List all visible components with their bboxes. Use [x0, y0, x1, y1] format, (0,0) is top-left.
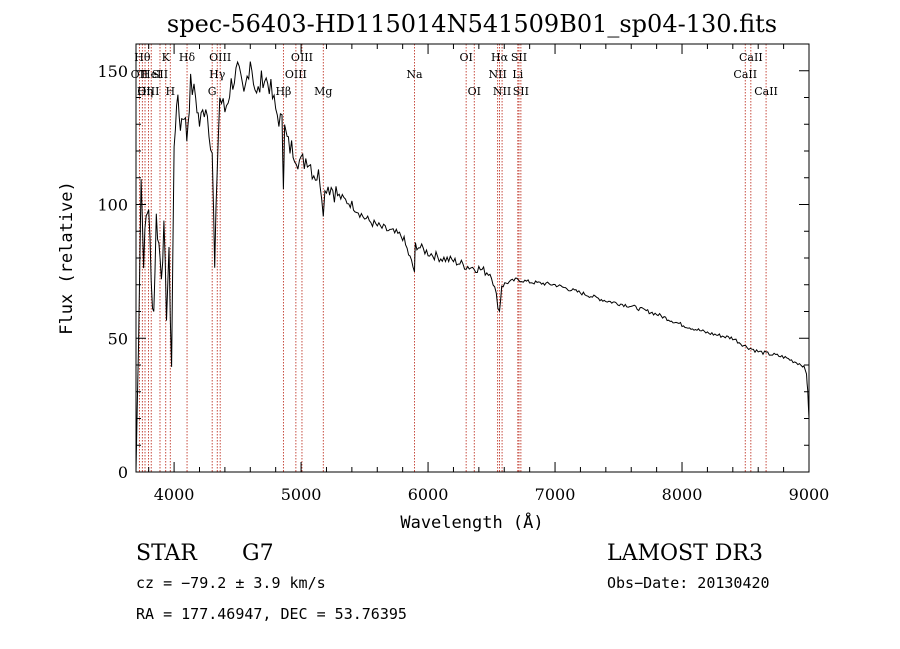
object-type: STAR [136, 541, 198, 566]
line-label-11: OIII [209, 51, 231, 64]
line-label-17: OI [459, 51, 472, 64]
line-label-20: Hα [491, 51, 509, 64]
line-label-21: NII [493, 85, 511, 98]
line-label-4: HeI [141, 68, 161, 81]
y-axis-label: Flux (relative) [57, 181, 77, 335]
line-label-9: G [208, 85, 217, 98]
redshift-velocity: cz = −79.2 ± 3.9 km/s [136, 574, 326, 592]
line-label-10: Hγ [209, 68, 226, 81]
line-label-2: Hη [137, 85, 153, 98]
y-tick-label-0: 0 [118, 463, 128, 482]
line-label-7: H [165, 85, 175, 98]
survey-name: LAMOST DR3 [607, 541, 763, 566]
x-tick-label-5: 9000 [789, 485, 830, 504]
line-label-15: Mg [314, 85, 332, 98]
line-label-22: Li [512, 68, 523, 81]
y-tick-label-2: 100 [97, 196, 128, 215]
line-label-23: SII [511, 51, 527, 64]
y-tick-label-3: 150 [97, 62, 128, 81]
line-label-1: Hθ [134, 51, 151, 64]
line-label-27: CaII [754, 85, 778, 98]
x-tick-label-0: 4000 [154, 485, 195, 504]
observation-date: Obs−Date: 20130420 [607, 574, 770, 592]
line-label-5: SII [152, 68, 168, 81]
plot-frame [135, 43, 810, 473]
chart-title: spec-56403-HD115014N541509B01_sp04-130.f… [167, 10, 777, 38]
line-label-8: Hδ [179, 51, 196, 64]
y-axis-ticks: 0 50 100 150 [97, 62, 809, 482]
object-subclass: G7 [242, 541, 274, 566]
x-tick-label-2: 6000 [408, 485, 449, 504]
line-label-16: Na [406, 68, 423, 81]
line-label-24: SII [513, 85, 529, 98]
line-label-12: Hβ [275, 85, 291, 98]
spectrum-line [135, 60, 810, 473]
line-labels-layer: OIIHθHηOIIIHeISIIKHHδGHγOIIIHβOIIIOIIIMg… [131, 51, 778, 98]
line-label-26: CaII [739, 51, 763, 64]
line-label-18: OI [468, 85, 481, 98]
line-label-6: K [162, 51, 171, 64]
x-tick-label-4: 8000 [662, 485, 703, 504]
info-panel: STAR G7 LAMOST DR3 cz = −79.2 ± 3.9 km/s… [136, 541, 770, 623]
line-label-13: OIII [285, 68, 307, 81]
emission-lines-layer [138, 44, 767, 472]
line-label-25: CaII [733, 68, 757, 81]
y-tick-label-1: 50 [108, 329, 128, 348]
x-axis-label: Wavelength (Å) [400, 511, 543, 533]
x-axis-ticks: 4000 5000 6000 7000 8000 9000 [148, 44, 830, 504]
x-tick-label-1: 5000 [281, 485, 322, 504]
line-label-3: OIII [137, 85, 159, 98]
coordinates: RA = 177.46947, DEC = 53.76395 [136, 605, 407, 623]
line-label-14: OIII [291, 51, 313, 64]
line-label-19: NII [488, 68, 506, 81]
x-tick-label-3: 7000 [535, 485, 576, 504]
